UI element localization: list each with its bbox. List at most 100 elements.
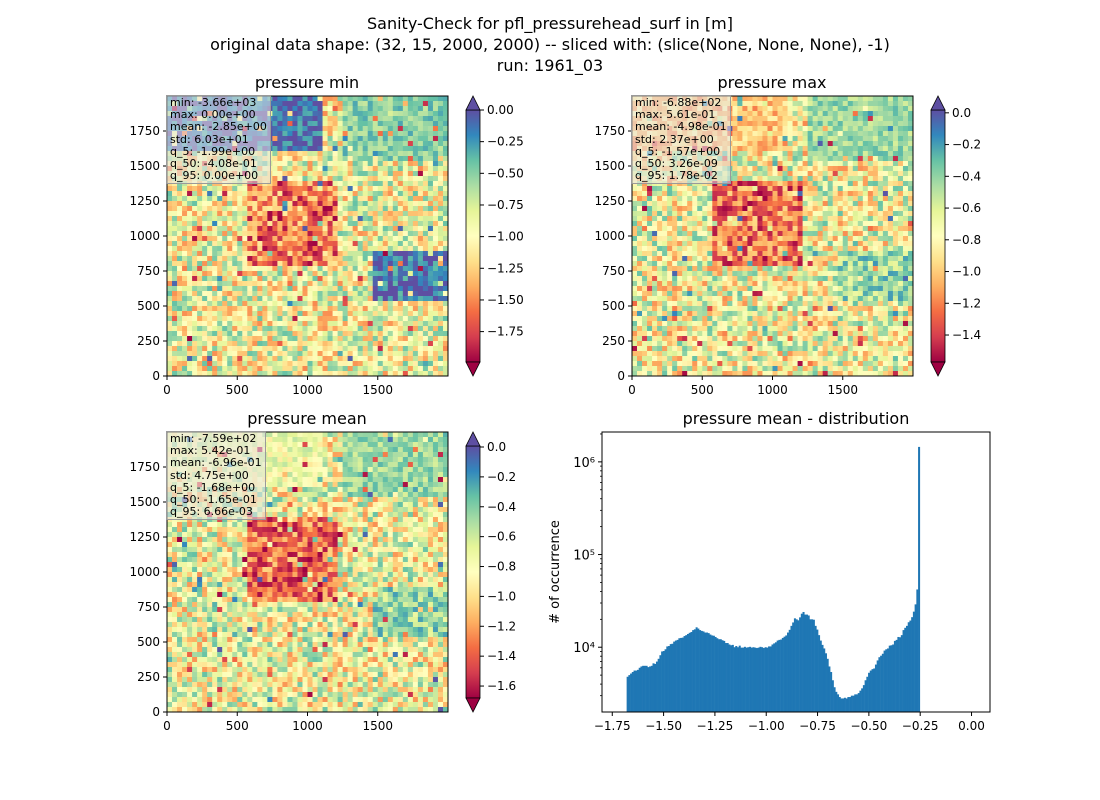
heatmap-cell: [877, 206, 884, 212]
heatmap-cell: [392, 151, 399, 157]
heatmap-cell: [822, 176, 829, 182]
heatmap-cell: [797, 171, 803, 177]
heatmap-cell: [177, 206, 183, 212]
heatmap-cell: [747, 136, 753, 142]
heatmap-cell: [282, 196, 288, 202]
heatmap-cell: [322, 291, 328, 297]
heatmap-cell: [842, 246, 849, 252]
heatmap-cell: [402, 216, 409, 222]
heatmap-cell: [417, 306, 424, 312]
heatmap-cell: [332, 141, 338, 147]
heatmap-cell: [427, 301, 434, 307]
heatmap-cell: [877, 166, 884, 172]
heatmap-cell: [337, 186, 343, 192]
heatmap-cell: [377, 366, 384, 372]
heatmap-cell: [807, 146, 813, 152]
heatmap-cell: [342, 361, 348, 367]
heatmap-cell: [322, 141, 328, 147]
heatmap-cell: [747, 96, 753, 102]
heatmap-cell: [802, 246, 808, 252]
heatmap-cell: [362, 156, 369, 162]
heatmap-cell: [237, 281, 243, 287]
heatmap-cell: [187, 286, 193, 292]
heatmap-cell: [897, 201, 904, 207]
heatmap-cell: [322, 261, 328, 267]
heatmap-cell: [882, 176, 889, 182]
heatmap-cell: [247, 256, 253, 262]
heatmap-cell: [307, 321, 313, 327]
heatmap-cell: [317, 291, 323, 297]
heatmap-cell: [337, 306, 343, 312]
heatmap-cell: [772, 121, 778, 127]
heatmap-cell: [327, 296, 333, 302]
heatmap-cell: [272, 146, 278, 152]
heatmap-cell: [307, 346, 313, 352]
heatmap-cell: [822, 241, 829, 247]
heatmap-cell: [262, 361, 268, 367]
heatmap-cell: [357, 276, 364, 282]
heatmap-cell: [347, 101, 354, 107]
heatmap-cell: [232, 291, 238, 297]
heatmap-cell: [377, 196, 384, 202]
heatmap-cell: [377, 316, 384, 322]
heatmap-cell: [402, 226, 409, 232]
heatmap-cell: [167, 241, 173, 247]
heatmap-cell: [337, 181, 343, 187]
heatmap-cell: [312, 111, 318, 117]
heatmap-cell: [397, 356, 404, 362]
heatmap-cell: [402, 186, 409, 192]
heatmap-cell: [822, 126, 829, 132]
heatmap-cell: [322, 306, 328, 312]
heatmap-cell: [402, 351, 409, 357]
heatmap-cell: [782, 161, 788, 167]
heatmap-cell: [207, 341, 213, 347]
heatmap-cell: [242, 196, 248, 202]
heatmap-cell: [247, 371, 253, 377]
heatmap-cell: [417, 291, 424, 297]
heatmap-cell: [172, 266, 178, 272]
heatmap-cell: [377, 236, 384, 242]
heatmap-cell: [402, 116, 409, 122]
heatmap-cell: [332, 286, 338, 292]
heatmap-cell: [417, 221, 424, 227]
heatmap-cell: [867, 186, 874, 192]
heatmap-cell: [777, 106, 783, 112]
heatmap-cell: [907, 131, 914, 137]
heatmap-cell: [297, 276, 303, 282]
heatmap-cell: [787, 136, 793, 142]
heatmap-cell: [417, 111, 424, 117]
heatmap-cell: [802, 101, 808, 107]
heatmap-cell: [172, 336, 178, 342]
heatmap-cell: [422, 321, 429, 327]
heatmap-cell: [307, 181, 313, 187]
heatmap-cell: [422, 171, 429, 177]
heatmap-cell: [297, 166, 303, 172]
heatmap-cell: [902, 161, 909, 167]
heatmap-cell: [362, 291, 369, 297]
heatmap-cell: [327, 141, 333, 147]
figure-title-line1: Sanity-Check for pfl_pressurehead_surf i…: [367, 14, 733, 33]
heatmap-cell: [207, 351, 213, 357]
heatmap-cell: [847, 136, 854, 142]
heatmap-cell: [412, 361, 419, 367]
heatmap-cell: [642, 241, 648, 247]
heatmap-cell: [172, 331, 178, 337]
heatmap-cell: [317, 226, 323, 232]
heatmap-cell: [207, 266, 213, 272]
heatmap-cell: [392, 191, 399, 197]
heatmap-cell: [312, 186, 318, 192]
heatmap-cell: [277, 146, 283, 152]
heatmap-cell: [337, 106, 343, 112]
heatmap-cell: [317, 361, 323, 367]
heatmap-cell: [417, 336, 424, 342]
heatmap-cell: [822, 116, 829, 122]
heatmap-cell: [287, 316, 293, 322]
heatmap-cell: [307, 106, 313, 112]
heatmap-cell: [182, 311, 188, 317]
heatmap-cell: [177, 271, 183, 277]
heatmap-cell: [422, 291, 429, 297]
heatmap-cell: [337, 281, 343, 287]
heatmap-cell: [217, 316, 223, 322]
heatmap-cell: [247, 201, 253, 207]
heatmap-cell: [402, 291, 409, 297]
